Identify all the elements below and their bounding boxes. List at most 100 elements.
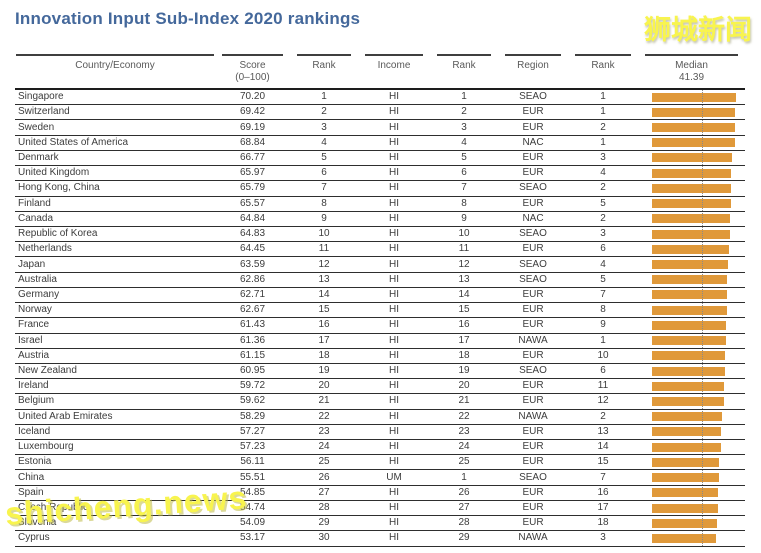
median-tick xyxy=(701,165,703,180)
median-tick xyxy=(701,104,703,119)
cell-country: Austria xyxy=(15,348,215,364)
median-tick xyxy=(701,241,703,256)
cell-region-rank: 2 xyxy=(568,119,638,136)
median-bar-cell xyxy=(638,485,745,501)
cell-region-rank: 17 xyxy=(568,500,638,517)
cell-country: Cyprus xyxy=(15,530,215,547)
cell-country: United States of America xyxy=(15,135,215,151)
median-bar-cell xyxy=(638,530,745,547)
cell-region-rank: 3 xyxy=(568,150,638,167)
median-bar-cell xyxy=(638,89,745,106)
cell-overall-rank: 30 xyxy=(290,530,358,547)
score-bar xyxy=(652,290,728,300)
cell-income-rank: 16 xyxy=(430,317,498,334)
table-row: Spain 54.85 27 HI 26 EUR 16 xyxy=(15,485,745,501)
median-bar-cell xyxy=(638,500,745,517)
median-bar-track xyxy=(652,363,744,378)
cell-region-rank: 1 xyxy=(568,89,638,106)
cell-overall-rank: 28 xyxy=(290,500,358,517)
table-row: Denmark 66.77 5 HI 5 EUR 3 xyxy=(15,150,745,167)
median-bar-track xyxy=(652,333,744,348)
median-bar-cell xyxy=(638,515,745,532)
cell-country: Switzerland xyxy=(15,104,215,121)
median-tick xyxy=(701,530,703,546)
cell-region-rank: 1 xyxy=(568,104,638,121)
cell-income-group: HI xyxy=(358,180,430,197)
cell-overall-rank: 26 xyxy=(290,469,358,486)
cell-income-group: HI xyxy=(358,150,430,167)
score-bar xyxy=(652,275,728,285)
cell-income-group: HI xyxy=(358,256,430,273)
cell-overall-rank: 15 xyxy=(290,302,358,319)
cell-score: 62.86 xyxy=(215,272,290,288)
cell-region-rank: 8 xyxy=(568,302,638,319)
median-bar-cell xyxy=(638,317,745,334)
score-bar xyxy=(652,244,730,254)
median-bar-cell xyxy=(638,439,745,456)
cell-income-group: HI xyxy=(358,119,430,136)
cell-region: NAC xyxy=(498,211,568,227)
median-bar-cell xyxy=(638,165,745,182)
cell-score: 59.72 xyxy=(215,378,290,395)
cell-region: EUR xyxy=(498,241,568,258)
cell-country: United Arab Emirates xyxy=(15,409,215,425)
cell-region-rank: 6 xyxy=(568,363,638,380)
score-bar xyxy=(652,153,733,163)
median-bar-track xyxy=(652,119,744,135)
table-body: Singapore 70.20 1 HI 1 SEAO 1 Switzerland 69.42 2… xyxy=(15,89,745,547)
table-row: Cyprus 53.17 30 HI 29 NAWA 3 xyxy=(15,530,745,547)
header-cell: Region xyxy=(498,54,568,89)
median-bar-track xyxy=(652,439,744,454)
cell-score: 57.27 xyxy=(215,424,290,441)
cell-score: 54.74 xyxy=(215,500,290,517)
cell-income-rank: 13 xyxy=(430,272,498,288)
cell-score: 61.15 xyxy=(215,348,290,364)
median-tick xyxy=(701,333,703,348)
median-bar-track xyxy=(652,378,744,393)
cell-region: EUR xyxy=(498,500,568,517)
cell-overall-rank: 11 xyxy=(290,241,358,258)
score-bar xyxy=(652,533,716,543)
median-bar-track xyxy=(652,104,744,119)
cell-score: 61.43 xyxy=(215,317,290,334)
cell-overall-rank: 25 xyxy=(290,454,358,471)
median-bar-track xyxy=(652,485,744,500)
median-tick xyxy=(701,348,703,363)
table-row: Finland 65.57 8 HI 8 EUR 5 xyxy=(15,196,745,212)
median-bar-cell xyxy=(638,104,745,121)
rankings-table: Country/Economy Score (0–100) Rank Income Ran… xyxy=(15,54,745,547)
cell-region-rank: 1 xyxy=(568,135,638,151)
cell-score: 70.20 xyxy=(215,89,290,106)
table-row: Belgium 59.62 21 HI 21 EUR 12 xyxy=(15,393,745,410)
cell-income-group: HI xyxy=(358,530,430,547)
table-row: Netherlands 64.45 11 HI 11 EUR 6 xyxy=(15,241,745,258)
cell-income-group: HI xyxy=(358,211,430,227)
median-bar-track xyxy=(652,211,744,226)
table-row: Republic of Korea 64.83 10 HI 10 SEAO 3 xyxy=(15,226,745,243)
cell-country: Canada xyxy=(15,211,215,227)
cell-overall-rank: 12 xyxy=(290,256,358,273)
cell-score: 63.59 xyxy=(215,256,290,273)
median-tick xyxy=(701,393,703,409)
cell-income-group: HI xyxy=(358,500,430,517)
cell-country: United Kingdom xyxy=(15,165,215,182)
median-bar-cell xyxy=(638,135,745,151)
median-tick xyxy=(701,439,703,454)
median-bar-cell xyxy=(638,241,745,258)
cell-region: SEAO xyxy=(498,256,568,273)
table-row: Slovenia 54.09 29 HI 28 EUR 18 xyxy=(15,515,745,532)
median-tick xyxy=(701,226,703,241)
median-bar-cell xyxy=(638,363,745,380)
score-bar xyxy=(652,336,726,346)
cell-score: 55.51 xyxy=(215,469,290,486)
median-tick xyxy=(701,196,703,211)
median-tick xyxy=(701,469,703,485)
cell-income-rank: 14 xyxy=(430,287,498,304)
cell-region-rank: 11 xyxy=(568,378,638,395)
cell-income-group: HI xyxy=(358,454,430,471)
score-bar xyxy=(652,351,726,361)
median-tick xyxy=(701,363,703,378)
table-row: Norway 62.67 15 HI 15 EUR 8 xyxy=(15,302,745,319)
cell-score: 65.97 xyxy=(215,165,290,182)
median-bar-cell xyxy=(638,196,745,212)
